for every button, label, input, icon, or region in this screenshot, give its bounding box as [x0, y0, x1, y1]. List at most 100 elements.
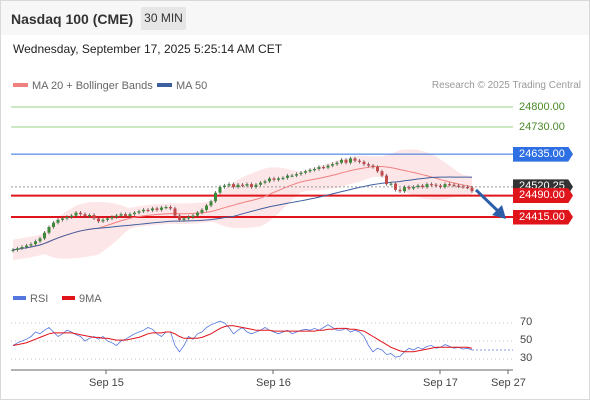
candle-body: [227, 184, 231, 186]
candle-body: [263, 181, 267, 183]
candle-body: [110, 217, 114, 219]
candle-body: [416, 185, 420, 187]
candle-body: [340, 159, 343, 163]
candle-body: [106, 218, 109, 220]
candle-body: [313, 169, 316, 171]
candle-body: [286, 175, 289, 178]
candle-body: [151, 208, 154, 211]
candle-body: [385, 175, 388, 185]
candle-body: [119, 214, 123, 216]
legend-9ma: 9MA: [62, 293, 102, 305]
projection-arrow-shaft: [474, 188, 502, 215]
rsi-ma-line: [12, 325, 473, 353]
candle-body: [142, 209, 145, 212]
rsi-tick-label: 50: [520, 334, 533, 346]
candle-body: [200, 209, 204, 213]
candle-body: [160, 207, 163, 210]
candle-body: [20, 247, 24, 249]
candle-body: [425, 184, 429, 187]
candle-body: [272, 178, 276, 180]
candle-body: [232, 184, 235, 187]
candle-body: [97, 218, 100, 222]
rsi-tick-label: 70: [520, 316, 533, 328]
rsi-panel: [11, 320, 513, 360]
candle-body: [470, 187, 474, 192]
candle-body: [223, 185, 226, 187]
candle-body: [83, 214, 87, 217]
candle-body: [457, 185, 460, 187]
candle-body: [124, 214, 127, 217]
candle-body: [191, 215, 195, 217]
x-axis-label: Sep 16: [256, 377, 291, 389]
legend-ma50-label: MA 50: [176, 80, 208, 92]
candle-body: [403, 187, 406, 192]
legend-rsi: RSI: [13, 293, 48, 305]
projection-arrow: [474, 188, 506, 219]
candle-body: [281, 177, 285, 180]
candle-body: [326, 165, 330, 168]
rsi-swatch: [13, 296, 26, 301]
candle-body: [146, 209, 150, 212]
candle-body: [443, 184, 447, 187]
price-label-support: 24415.00: [513, 209, 573, 225]
candle-body: [209, 201, 213, 206]
candle-body: [29, 244, 33, 246]
candle-body: [92, 215, 96, 219]
candle-body: [38, 238, 42, 242]
candle-body: [187, 217, 190, 219]
credit-text: Research © 2025 Trading Central: [431, 80, 581, 91]
candle-body: [164, 207, 168, 209]
candle-body: [448, 184, 451, 186]
candle-body: [295, 174, 298, 176]
candle-body: [430, 184, 433, 186]
candle-body: [218, 187, 222, 193]
price-label-support: 24490.00: [513, 188, 573, 204]
candle-body: [349, 158, 352, 163]
time-axis: [11, 369, 513, 374]
candle-body: [290, 175, 294, 177]
candle-body: [155, 208, 159, 210]
candle-body: [11, 249, 15, 252]
candle-body: [70, 215, 73, 217]
candlesticks: [11, 156, 474, 253]
candle-body: [16, 248, 19, 250]
timeframe-button[interactable]: 30 MIN: [141, 7, 186, 30]
candle-body: [322, 167, 325, 169]
x-axis-label: Sep 15: [89, 377, 124, 389]
candle-body: [412, 187, 415, 189]
candle-body: [245, 184, 249, 186]
candle-body: [367, 164, 370, 166]
candle-body: [79, 212, 82, 215]
candle-body: [461, 186, 465, 188]
candle-body: [214, 192, 217, 202]
candle-body: [133, 212, 136, 215]
instrument-title: Nasdaq 100 (CME): [11, 11, 134, 27]
candle-body: [178, 215, 181, 220]
candle-body: [34, 241, 37, 245]
candle-body: [371, 165, 375, 167]
timestamp: Wednesday, September 17, 2025 5:25:14 AM…: [13, 42, 283, 56]
candle-body: [308, 169, 312, 172]
candle-body: [254, 184, 258, 187]
candle-body: [277, 178, 280, 180]
candle-body: [452, 184, 456, 186]
legend-ma-bollinger: MA 20 + Bollinger Bands: [13, 80, 153, 92]
candle-body: [398, 189, 402, 192]
price-label-resistance: 24730.00: [519, 120, 565, 133]
candle-body: [299, 172, 303, 175]
candle-body: [317, 167, 321, 169]
candle-body: [128, 214, 132, 217]
candle-body: [56, 219, 60, 223]
candle-body: [259, 182, 262, 185]
candle-body: [52, 222, 55, 227]
chart-header: [1, 1, 589, 35]
candle-body: [74, 212, 78, 216]
candle-body: [137, 211, 141, 213]
x-axis-label: Sep 27: [491, 377, 526, 389]
candle-body: [169, 207, 172, 209]
candle-body: [389, 183, 393, 185]
candle-body: [196, 212, 199, 216]
candle-body: [88, 215, 91, 217]
legend-9ma-label: 9MA: [79, 293, 102, 305]
candle-body: [25, 245, 28, 247]
